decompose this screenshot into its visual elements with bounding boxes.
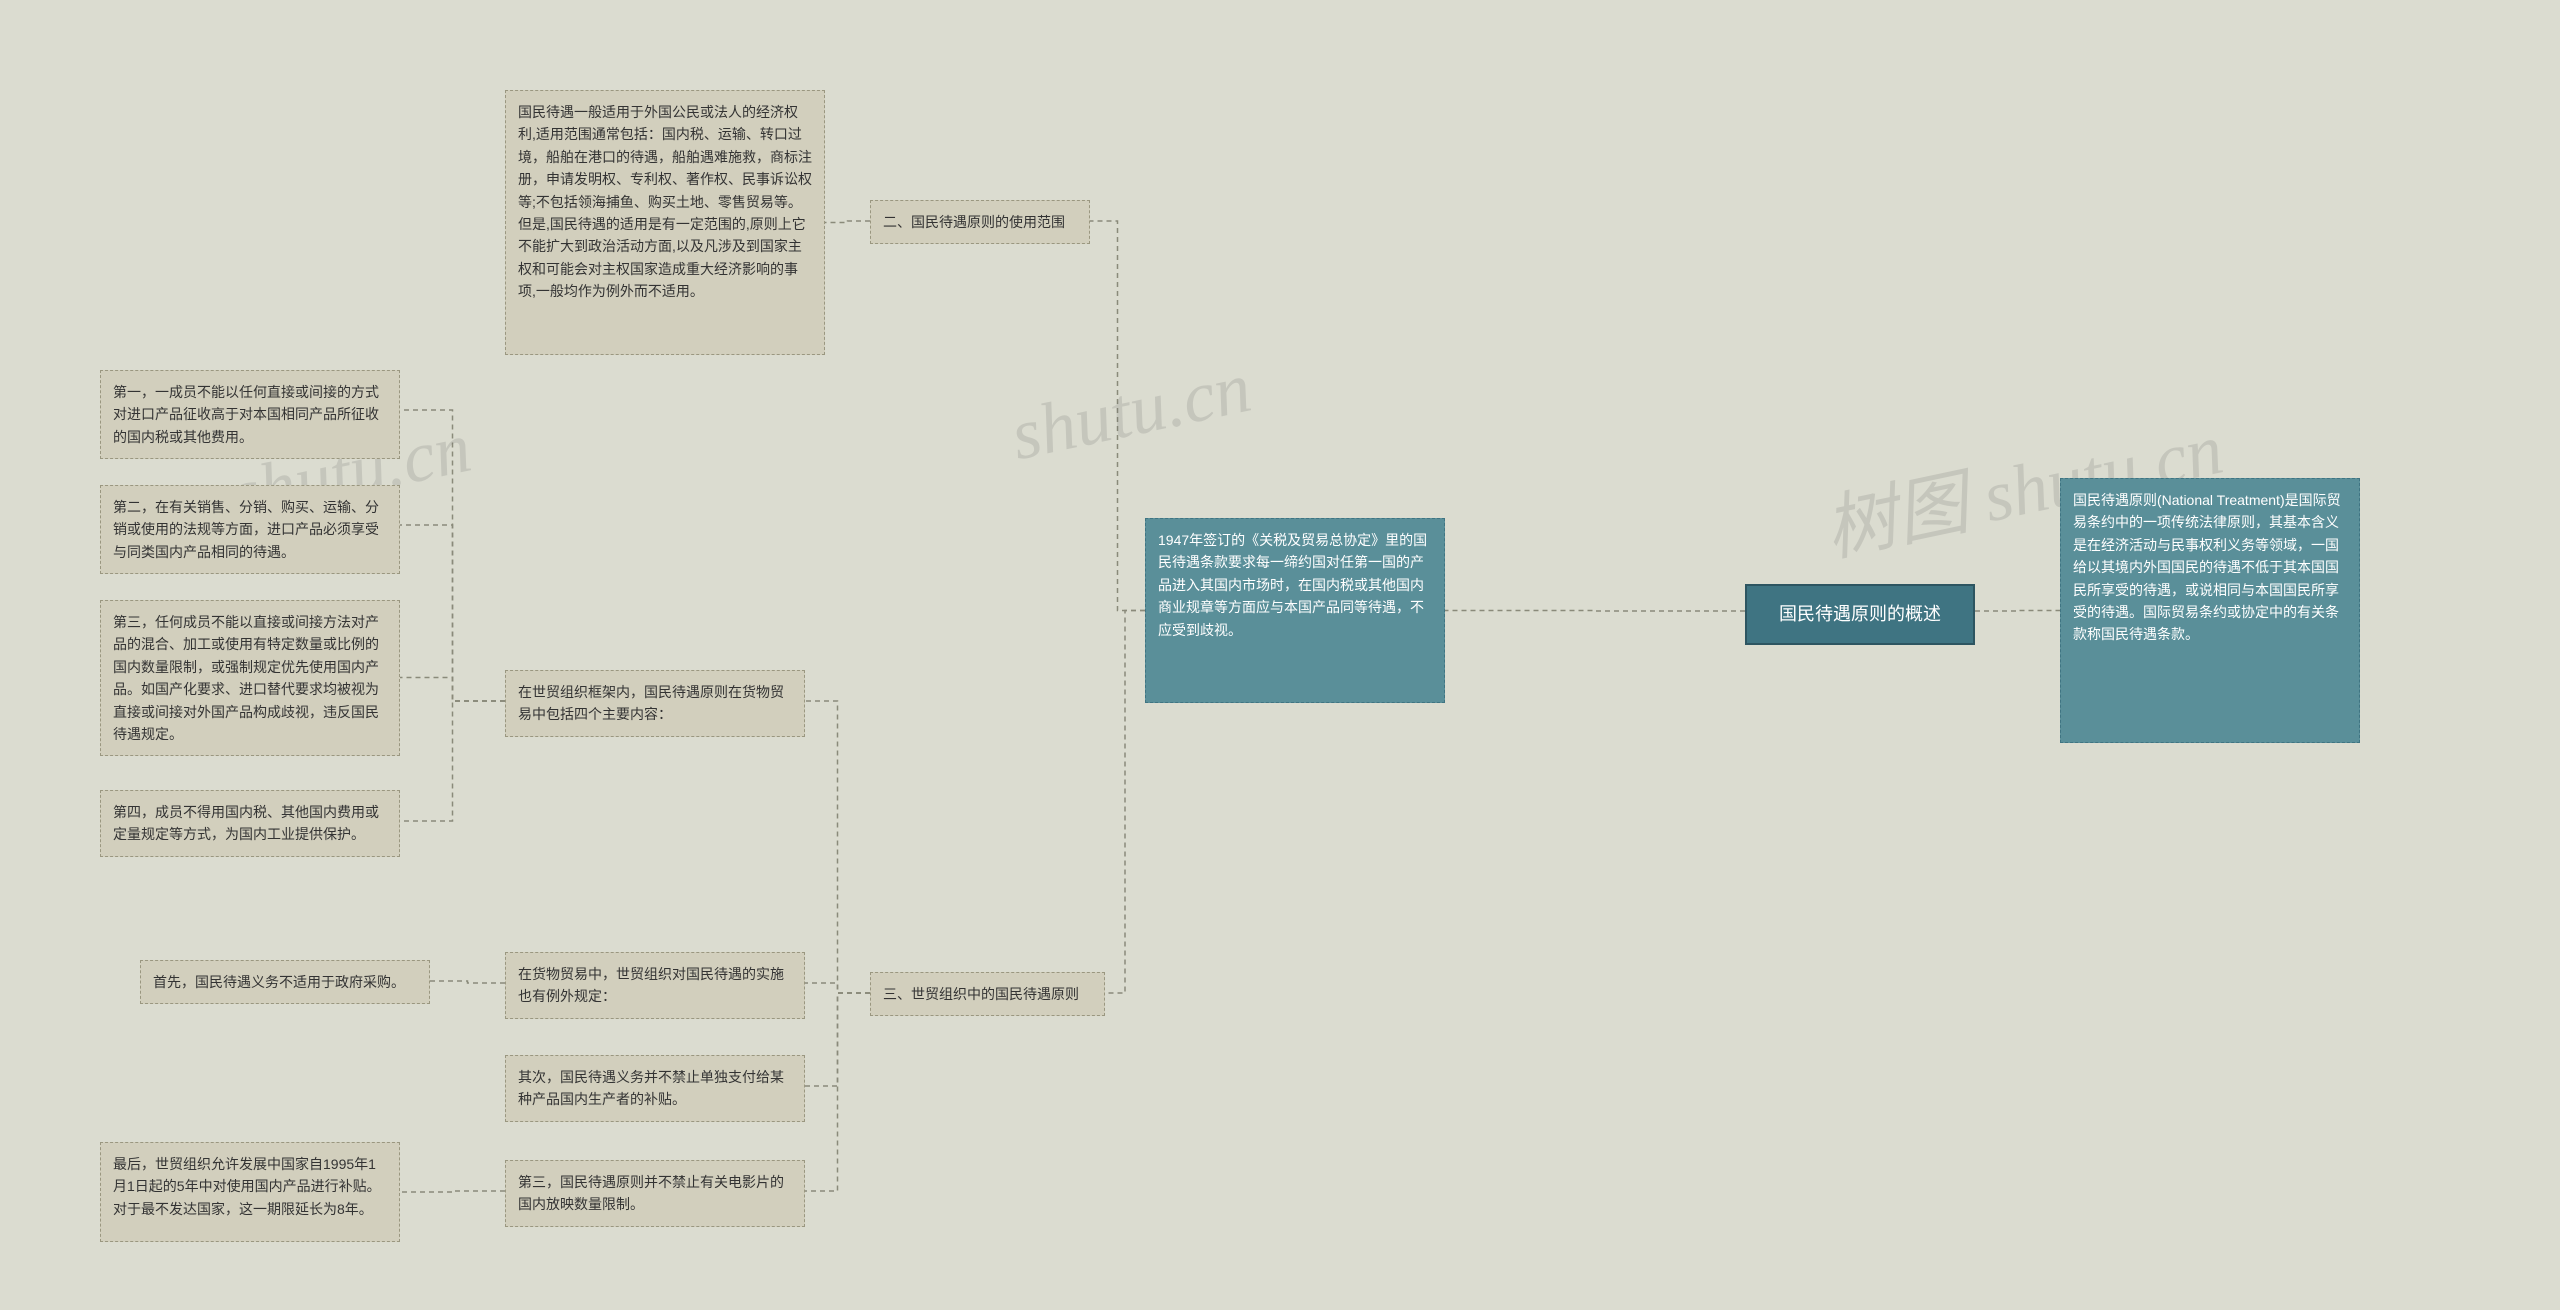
section3-title-node[interactable]: 三、世贸组织中的国民待遇原则 — [870, 972, 1105, 1016]
point1-node[interactable]: 第一，一成员不能以任何直接或间接的方式对进口产品征收高于对本国相同产品所征收的国… — [100, 370, 400, 459]
point2-node[interactable]: 第二，在有关销售、分销、购买、运输、分销或使用的法规等方面，进口产品必须享受与同… — [100, 485, 400, 574]
exc3-node[interactable]: 第三，国民待遇原则并不禁止有关电影片的国内放映数量限制。 — [505, 1160, 805, 1227]
root-node[interactable]: 国民待遇原则的概述 — [1745, 584, 1975, 645]
point3-node[interactable]: 第三，任何成员不能以直接或间接方法对产品的混合、加工或使用有特定数量或比例的国内… — [100, 600, 400, 756]
exc3-sub-node[interactable]: 最后，世贸组织允许发展中国家自1995年1月1日起的5年中对使用国内产品进行补贴… — [100, 1142, 400, 1242]
wto-framework-node[interactable]: 在世贸组织框架内，国民待遇原则在货物贸易中包括四个主要内容： — [505, 670, 805, 737]
exc2-node[interactable]: 其次，国民待遇义务并不禁止单独支付给某种产品国内生产者的补贴。 — [505, 1055, 805, 1122]
wto-exceptions-node[interactable]: 在货物贸易中，世贸组织对国民待遇的实施也有例外规定： — [505, 952, 805, 1019]
point4-node[interactable]: 第四，成员不得用国内税、其他国内费用或定量规定等方式，为国内工业提供保护。 — [100, 790, 400, 857]
section2-title-node[interactable]: 二、国民待遇原则的使用范围 — [870, 200, 1090, 244]
gatt1947-node[interactable]: 1947年签订的《关税及贸易总协定》里的国民待遇条款要求每一缔约国对任第一国的产… — [1145, 518, 1445, 703]
exc1-node[interactable]: 首先，国民待遇义务不适用于政府采购。 — [140, 960, 430, 1004]
watermark-2: shutu.cn — [1004, 346, 1258, 477]
section2-body-node[interactable]: 国民待遇一般适用于外国公民或法人的经济权利,适用范围通常包括：国内税、运输、转口… — [505, 90, 825, 355]
definition-node[interactable]: 国民待遇原则(National Treatment)是国际贸易条约中的一项传统法… — [2060, 478, 2360, 743]
